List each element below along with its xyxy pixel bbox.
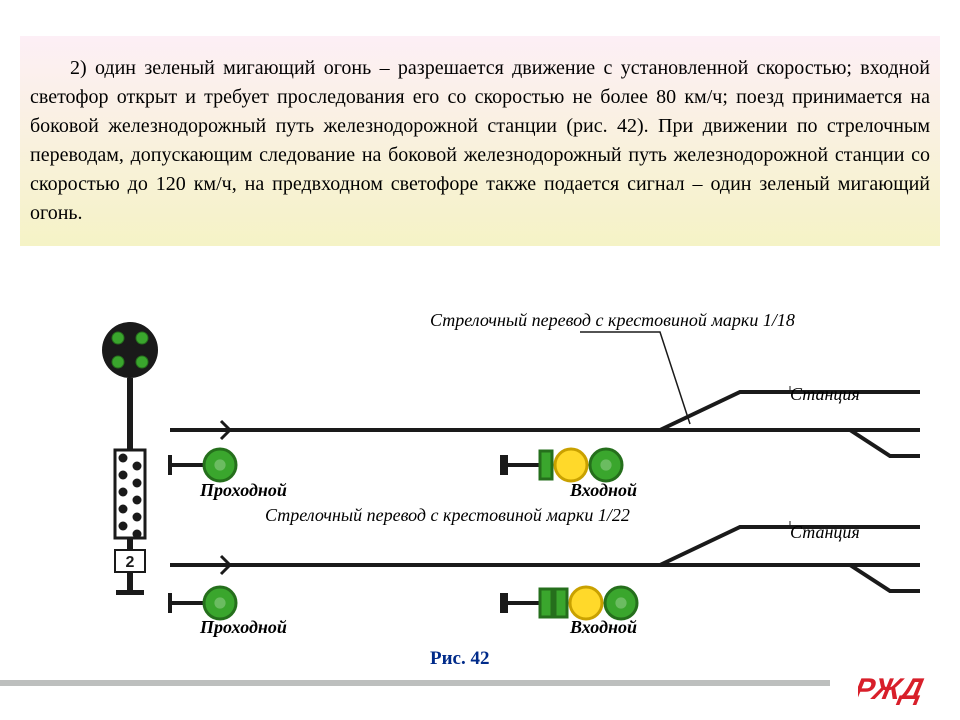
label-entry-2: Входной <box>570 617 637 638</box>
description-text: 2) один зеленый мигающий огонь – разреша… <box>20 36 940 246</box>
label-crossover-bottom: Стрелочный перевод с крестовиной марки 1… <box>265 505 630 526</box>
body-text: 2) один зеленый мигающий огонь – разреша… <box>30 57 930 224</box>
logo-text: РЖД <box>858 673 926 706</box>
label-through-2: Проходной <box>200 617 287 638</box>
figure-caption: Рис. 42 <box>430 648 490 670</box>
signal-diagram: 2 Стрелочный перевод с крестовиной марки… <box>100 310 920 690</box>
svg-text:2: 2 <box>126 554 135 571</box>
label-crossover-top: Стрелочный перевод с крестовиной марки 1… <box>430 310 795 331</box>
label-entry-1: Входной <box>570 480 637 501</box>
rzd-logo: РЖД <box>858 673 938 712</box>
label-station-1: Станция <box>790 384 860 405</box>
footer-bar <box>0 680 830 686</box>
label-through-1: Проходной <box>200 480 287 501</box>
label-station-2: Станция <box>790 522 860 543</box>
